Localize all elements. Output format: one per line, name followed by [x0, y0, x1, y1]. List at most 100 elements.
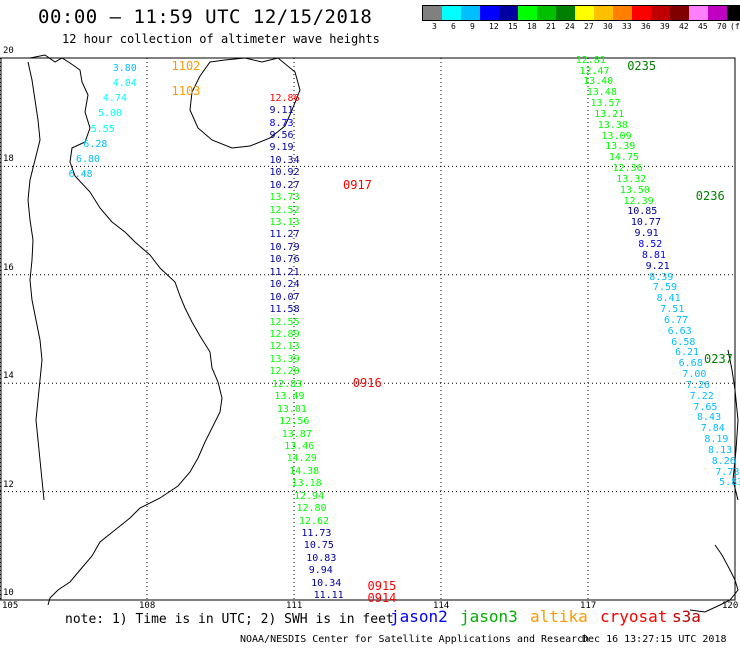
pass-time-label: 0914 — [367, 591, 397, 606]
wave-height-value: 10.85 — [627, 206, 658, 218]
wave-height-value: 13.57 — [590, 98, 621, 110]
wave-height-value: 13.87 — [281, 428, 312, 440]
wave-height-value: 5.83 — [719, 477, 740, 489]
lat-lon-grid — [0, 57, 736, 601]
wave-height-value: 8.19 — [704, 434, 729, 446]
wave-height-value: 12.62 — [298, 515, 329, 527]
legend-label: 42 — [679, 22, 689, 31]
legend-swatch — [632, 6, 651, 20]
wave-height-value: 12.55 — [269, 316, 300, 328]
wave-height-value: 7.73 — [715, 466, 740, 478]
wave-height-value: 13.40 — [583, 76, 614, 88]
wave-height-value: 12.36 — [612, 163, 643, 175]
coastline-borneo — [689, 544, 739, 613]
coastline-luzon — [727, 349, 739, 501]
wave-height-value: 8.43 — [697, 412, 722, 424]
lat-tick-label: 12 — [3, 479, 14, 490]
credit-line: NOAA/NESDIS Center for Satellite Applica… — [240, 634, 590, 645]
coastline-hainan — [189, 57, 301, 149]
color-legend — [422, 5, 740, 21]
legend-label: 36 — [641, 22, 651, 31]
pass-time-label: 0917 — [343, 178, 372, 193]
legend-swatch — [442, 6, 461, 20]
legend-swatch — [689, 6, 708, 20]
coastline-vietnam — [29, 54, 223, 606]
wave-height-value: 12.20 — [269, 366, 300, 378]
satellite-name: cryosat — [600, 607, 668, 626]
footnote: note: 1) Time is in UTC; 2) SWH is in fe… — [65, 612, 394, 627]
wave-height-value: 4.04 — [112, 78, 137, 90]
legend-label: 30 — [603, 22, 613, 31]
wave-height-value: 13.38 — [597, 119, 628, 131]
pass-time-label: 0237 — [704, 351, 733, 366]
lat-tick-label: 18 — [3, 154, 14, 165]
lat-tick-label: 20 — [3, 46, 14, 56]
wave-height-value: 12.89 — [269, 328, 300, 340]
legend-swatch — [708, 6, 727, 20]
wave-height-value: 6.48 — [68, 169, 93, 181]
lon-tick-label: 108 — [139, 601, 156, 611]
legend-label: 6 — [451, 22, 456, 31]
wave-height-value: 10.07 — [269, 291, 300, 303]
wave-height-value: 12.52 — [269, 204, 300, 216]
wave-height-value: 14.29 — [286, 453, 317, 465]
legend-label: 21 — [546, 22, 556, 31]
wave-height-value: 9.94 — [308, 565, 333, 577]
wave-height-value: 8.81 — [641, 249, 666, 261]
legend-swatch — [556, 6, 575, 20]
legend-swatch — [613, 6, 632, 20]
legend-swatch — [575, 6, 594, 20]
wave-height-value: 13.39 — [605, 141, 636, 153]
wave-height-value: 6.58 — [671, 336, 696, 348]
wave-height-value: 9.91 — [634, 228, 659, 240]
legend-swatch — [651, 6, 670, 20]
wave-height-value: 7.51 — [660, 304, 685, 316]
wave-height-value: 4.74 — [102, 93, 127, 105]
wave-height-value: 9.19 — [269, 142, 294, 154]
wave-height-value: 12.80 — [296, 503, 327, 515]
wave-height-value: 9.56 — [269, 129, 294, 141]
legend-label: (ft) — [730, 22, 740, 31]
lat-tick-label: 16 — [3, 262, 14, 273]
legend-label: 27 — [584, 22, 594, 31]
wave-height-value: 14.38 — [289, 465, 320, 477]
wave-height-value: 7.59 — [652, 282, 678, 294]
lon-tick-label: 105 — [2, 601, 19, 611]
legend-swatch — [670, 6, 689, 20]
wave-height-value: 12.47 — [579, 65, 610, 77]
legend-label: 39 — [660, 22, 670, 31]
wave-height-value: 6.21 — [674, 347, 700, 359]
wave-height-value: 3.80 — [112, 62, 137, 74]
wave-height-value: 13.39 — [269, 353, 300, 365]
wave-height-value: 13.01 — [276, 403, 307, 415]
wave-height-value: 10.92 — [269, 167, 300, 179]
legend-label: 18 — [527, 22, 537, 31]
wave-height-value: 8.41 — [656, 293, 681, 305]
legend-swatch — [518, 6, 537, 20]
wave-height-value: 11.21 — [269, 266, 300, 278]
legend-swatch — [594, 6, 613, 20]
wave-height-value: 12.83 — [271, 378, 303, 390]
wave-height-value: 10.79 — [269, 241, 300, 253]
map-title: 00:00 – 11:59 UTC 12/15/2018 — [38, 6, 373, 28]
legend-swatch — [537, 6, 556, 20]
legend-swatch — [423, 6, 442, 20]
wave-height-value: 13.32 — [616, 173, 647, 185]
lat-tick-label: 10 — [3, 588, 14, 598]
wave-height-value: 8.39 — [649, 271, 674, 283]
wave-height-value: 12.94 — [294, 490, 325, 502]
wave-height-value: 13.13 — [269, 217, 300, 229]
wave-height-value: 14.75 — [608, 152, 639, 164]
wave-height-value: 6.63 — [667, 325, 692, 337]
wave-height-value: 13.48 — [586, 87, 617, 99]
wave-height-value: 7.84 — [700, 423, 725, 435]
wave-height-value: 8.52 — [638, 238, 663, 250]
legend-label: 15 — [508, 22, 518, 31]
wave-height-value: 8.26 — [711, 455, 736, 467]
wave-height-value: 12.81 — [575, 54, 606, 66]
coastline — [27, 54, 739, 613]
satellite-name: jason3 — [460, 607, 518, 626]
lat-tick-label: 14 — [3, 371, 14, 382]
wave-height-value: 6.68 — [678, 358, 703, 370]
wave-height-value: 10.83 — [306, 552, 337, 564]
